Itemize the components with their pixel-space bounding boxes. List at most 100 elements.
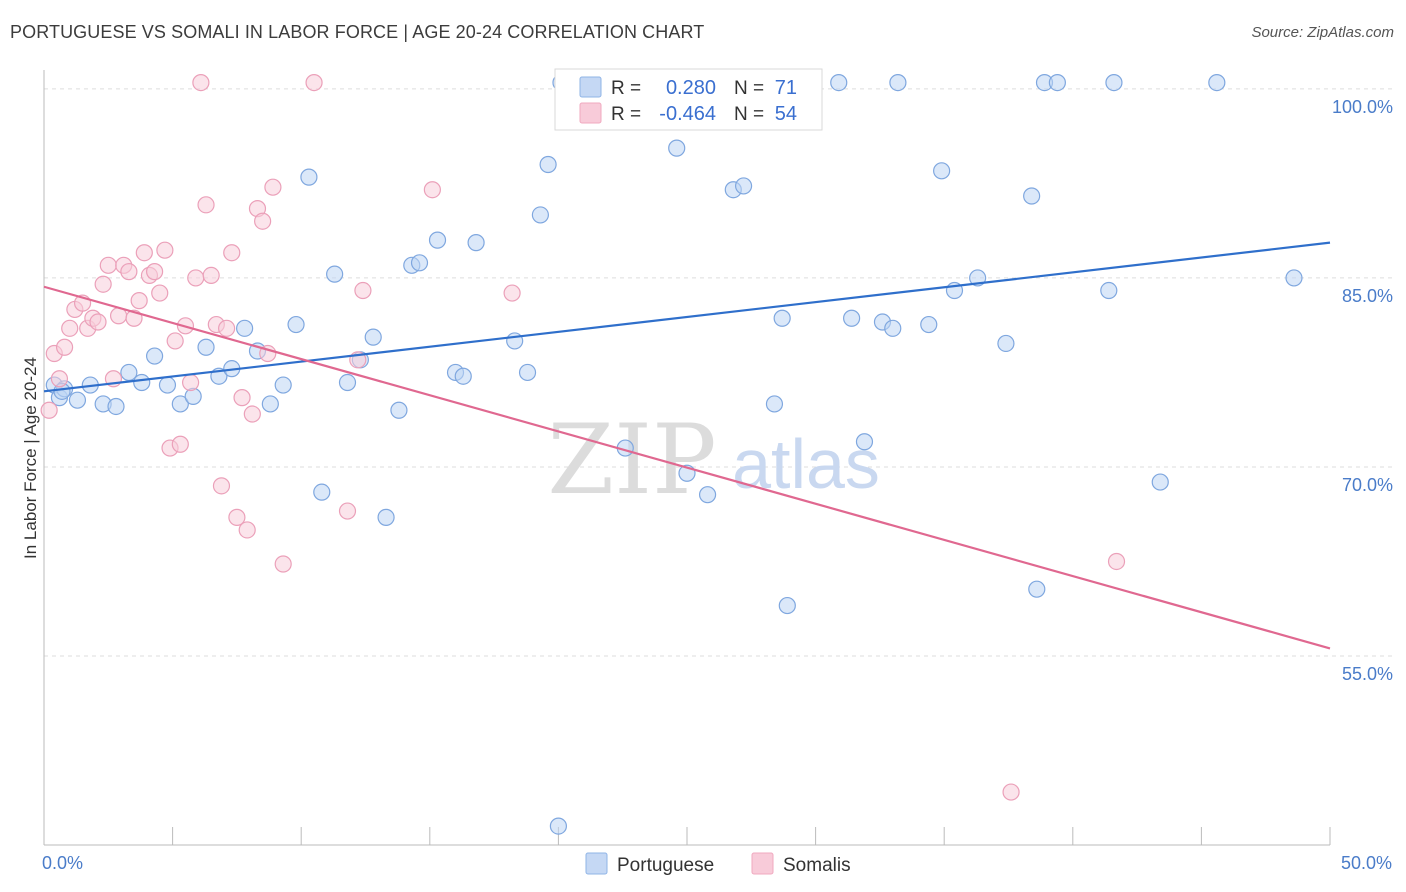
portuguese-point [454, 367, 472, 385]
y-axis-title: In Labor Force | Age 20-24 [21, 357, 40, 559]
portuguese-point [843, 309, 861, 327]
y-tick-label: 55.0% [1342, 664, 1393, 684]
portuguese-point [338, 373, 357, 392]
legend-swatch-portuguese [579, 76, 602, 98]
legend-r-label-portuguese: R = [611, 78, 641, 99]
portuguese-point [467, 234, 485, 252]
source-label: Source: ZipAtlas.com [1251, 24, 1394, 41]
somalis-point [223, 244, 241, 262]
portuguese-point [549, 817, 568, 835]
somalis-point [202, 266, 220, 285]
somalis-point [274, 555, 292, 573]
axes [43, 70, 1331, 846]
somalis-point [338, 502, 357, 520]
portuguese-point [518, 363, 537, 382]
portuguese-point [668, 139, 686, 157]
somalis-point [182, 373, 200, 392]
grid [44, 88, 1392, 657]
somalis-point [243, 405, 261, 423]
portuguese-point [145, 347, 164, 365]
portuguese-point [326, 265, 344, 283]
somalis-trend-line [43, 285, 1331, 650]
somalis-point [1002, 783, 1020, 801]
watermark-atlas: atlas [732, 425, 880, 503]
somalis-point [171, 435, 189, 453]
legend-n-label-portuguese: N = [734, 78, 764, 99]
somalis-point [197, 196, 215, 214]
somalis-point [503, 284, 521, 302]
legend-bottom-swatch-somalis [751, 852, 774, 875]
somalis-point [151, 284, 169, 302]
legend-bottom-label-portuguese: Portuguese [617, 855, 714, 876]
portuguese-point [920, 315, 938, 334]
somalis-point [238, 521, 256, 539]
somalis-point [156, 241, 174, 259]
portuguese-point [197, 338, 215, 356]
portuguese-point [765, 395, 784, 413]
y-tick-label: 70.0% [1342, 475, 1393, 495]
legend-r-label-somalis: R = [611, 104, 641, 125]
portuguese-point [1048, 74, 1066, 92]
legend-n-value-somalis: 54 [775, 103, 797, 125]
portuguese-point [773, 309, 791, 327]
portuguese-point [1105, 74, 1123, 92]
portuguese-point [364, 328, 382, 346]
somalis-point [130, 292, 148, 310]
somalis-point [1107, 552, 1126, 571]
somalis-point [228, 508, 246, 526]
portuguese-point [158, 376, 177, 394]
watermark-zip: ZIP [547, 404, 716, 516]
portuguese-point [274, 376, 292, 394]
portuguese-point [734, 177, 753, 195]
portuguese-point [313, 483, 331, 501]
legend-series: Portuguese Somalis [585, 852, 851, 876]
portuguese-point [428, 231, 447, 249]
somalis-point [166, 332, 184, 350]
somalis-point [135, 244, 153, 262]
portuguese-point [855, 433, 874, 451]
portuguese-point [1100, 281, 1118, 300]
portuguese-point [933, 162, 951, 180]
trend-lines [43, 241, 1331, 650]
legend-r-value-somalis: -0.464 [659, 103, 716, 125]
somalis-point [254, 212, 272, 230]
legend-n-value-portuguese: 71 [775, 77, 797, 99]
somalis-point [50, 370, 69, 388]
portuguese-point [261, 395, 279, 413]
y-tick-label: 85.0% [1342, 286, 1393, 306]
somalis-point [354, 281, 372, 300]
portuguese-point [1208, 74, 1226, 92]
portuguese-point [107, 397, 125, 416]
portuguese-point [778, 596, 796, 615]
somalis-point [89, 313, 107, 331]
legend-bottom-swatch-portuguese [585, 852, 608, 875]
portuguese-point [889, 74, 907, 92]
x-tick-label: 50.0% [1341, 853, 1392, 873]
tick-labels: 100.0% 85.0% 70.0% 55.0% 0.0% 50.0% [42, 97, 1393, 873]
portuguese-point [1028, 580, 1046, 598]
portuguese-point [133, 373, 151, 392]
somalis-point [192, 74, 210, 92]
portuguese-point [236, 319, 254, 337]
somalis-point [305, 74, 323, 92]
somalis-point [145, 263, 164, 281]
portuguese-point [410, 254, 429, 272]
watermark: ZIP atlas [547, 404, 880, 516]
somalis-point [423, 181, 441, 199]
legend-n-label-somalis: N = [734, 104, 764, 125]
somalis-point [233, 389, 251, 407]
portuguese-point [300, 168, 318, 186]
somalis-point [94, 275, 112, 293]
somalis-point [212, 477, 231, 495]
somalis-point [61, 319, 79, 337]
portuguese-point [884, 319, 902, 337]
portuguese-point [698, 486, 717, 504]
portuguese-point [997, 334, 1015, 353]
portuguese-point [1151, 473, 1169, 491]
somalis-point [218, 319, 236, 337]
legend-r-value-portuguese: 0.280 [666, 77, 716, 99]
portuguese-point [531, 206, 549, 224]
somalis-point [55, 338, 74, 356]
portuguese-point [539, 155, 557, 174]
